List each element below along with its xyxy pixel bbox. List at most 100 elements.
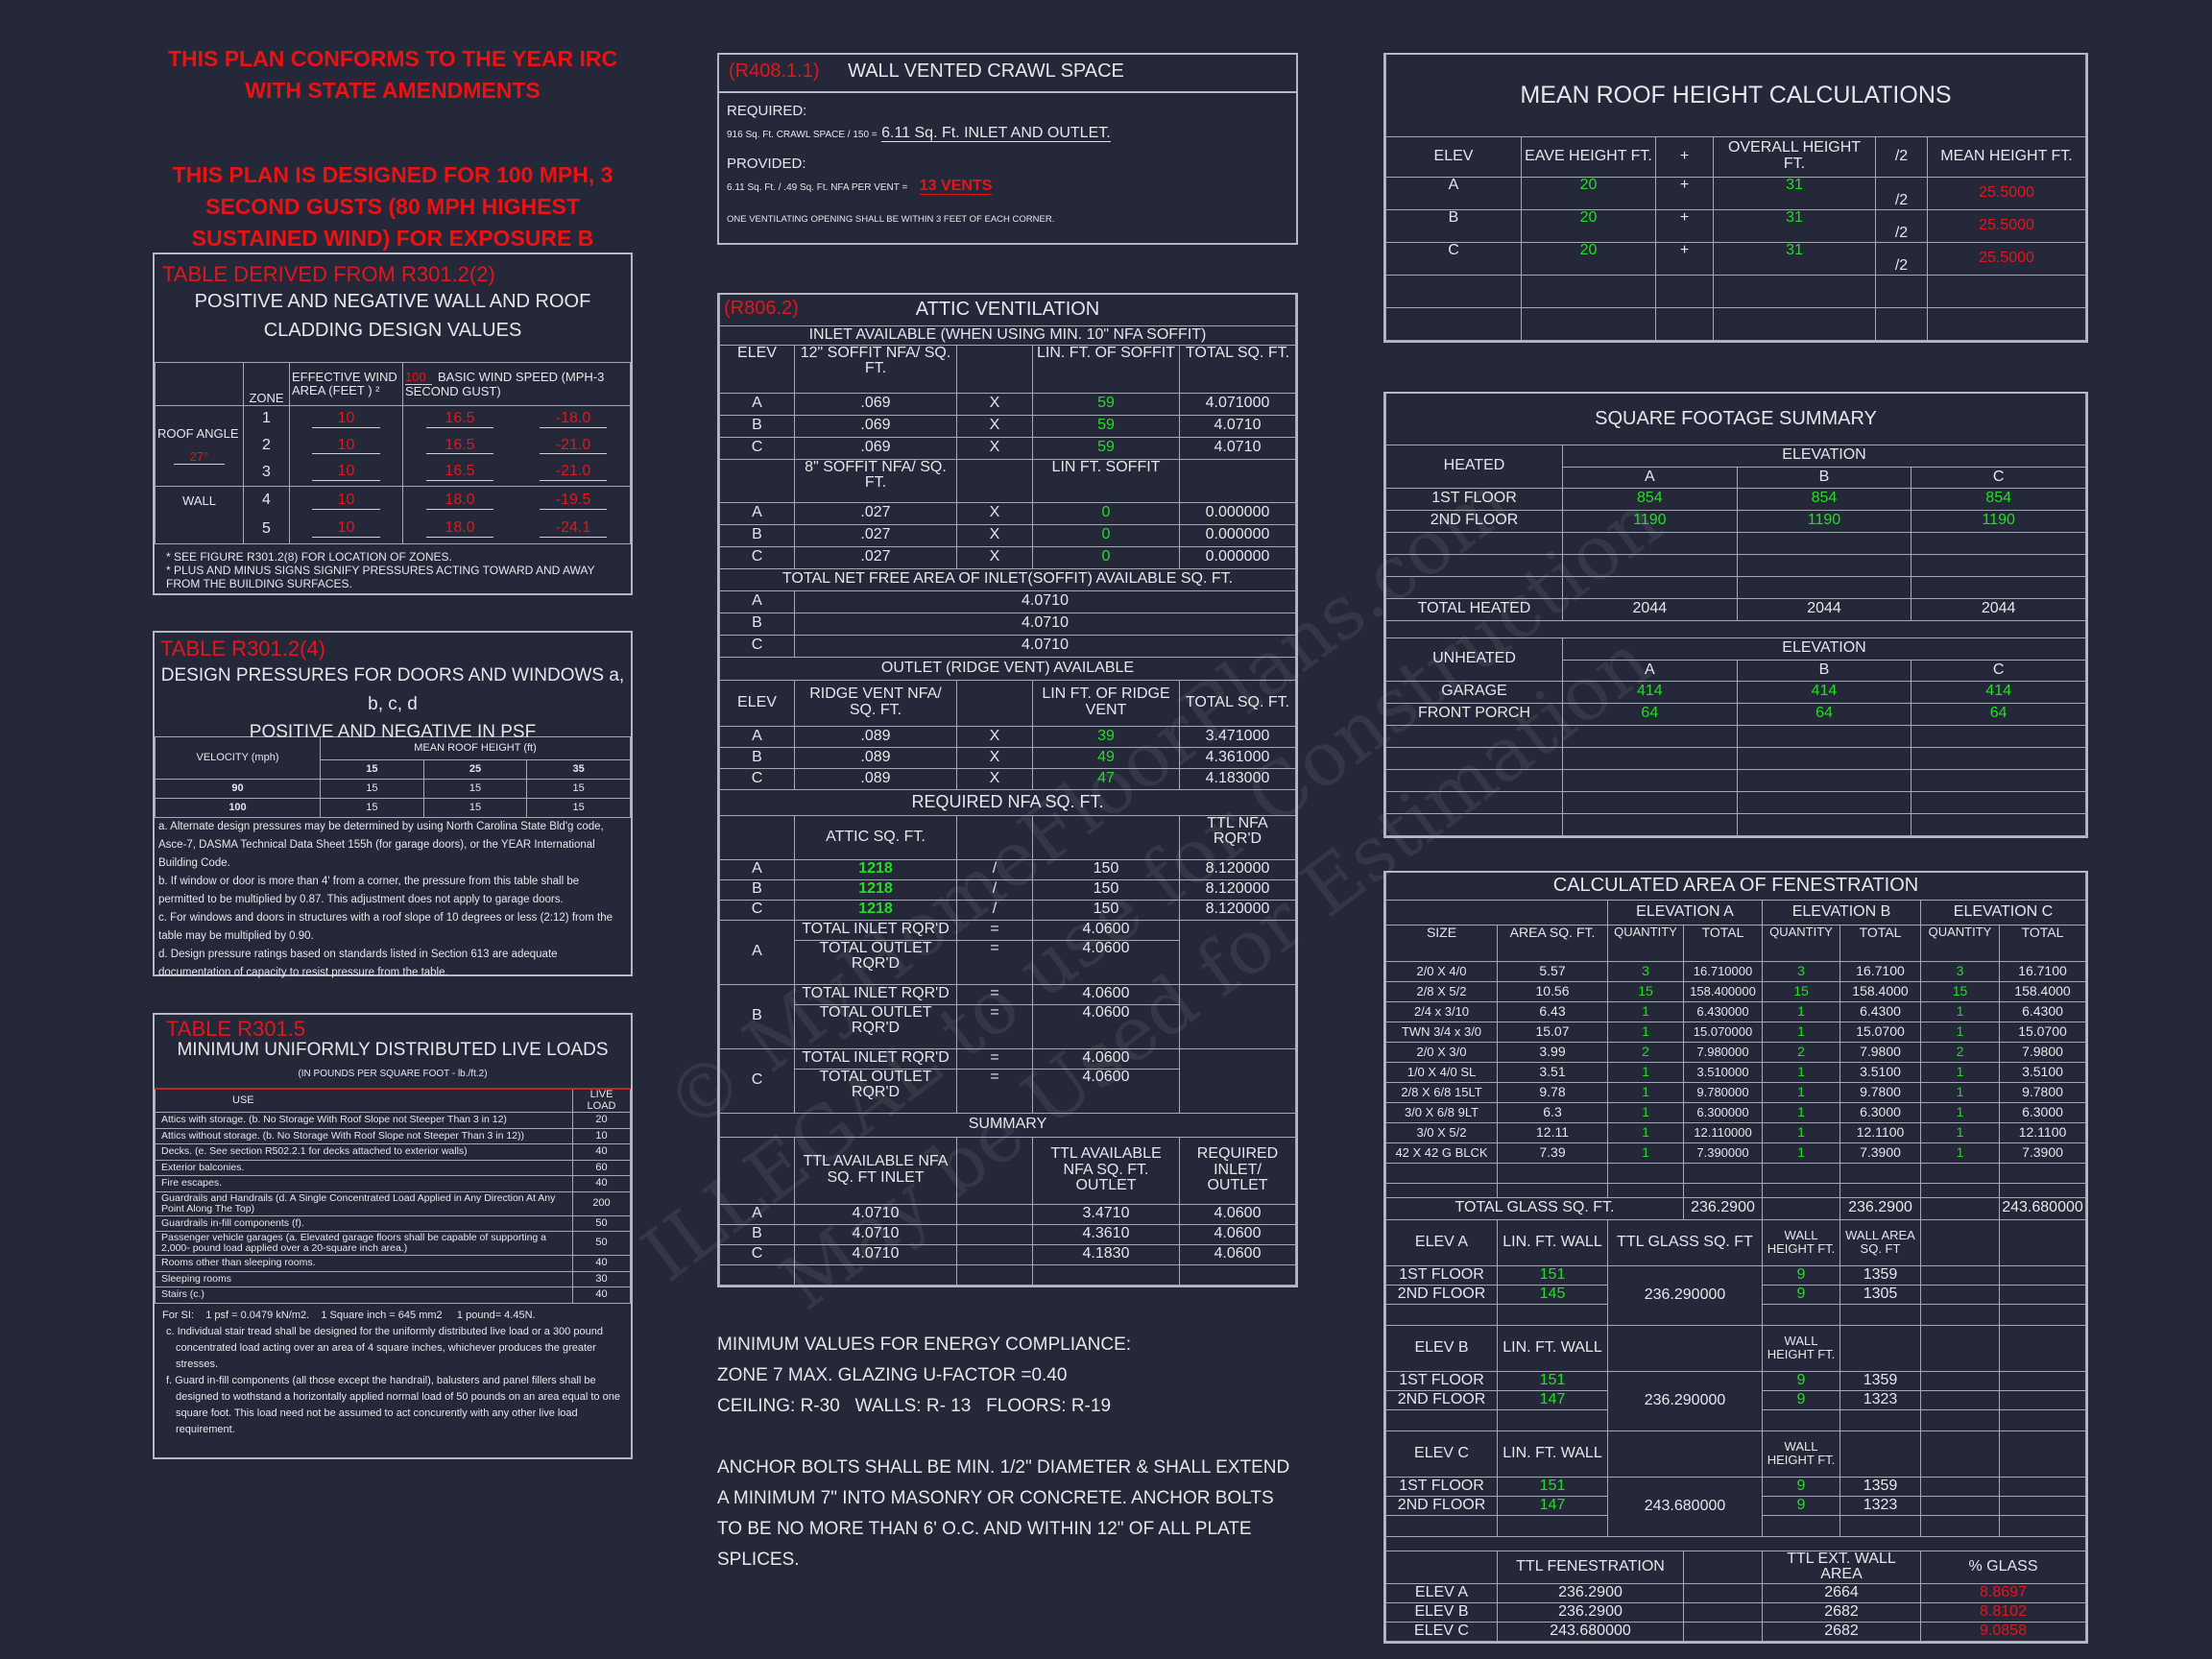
- table-row: 42 X 42 G BLCK 7.39 1 7.390000 1 7.3900 …: [1385, 1142, 2086, 1164]
- zone: 1: [243, 405, 290, 433]
- outlet-required: 4.0600: [1032, 939, 1180, 985]
- table-row: 3/0 X 6/8 9LT 6.3 1 6.300000 1 6.3000 1 …: [1385, 1101, 2086, 1123]
- table-row: Attics with storage. (b. No Storage With…: [155, 1112, 631, 1129]
- outlet-available: 4.3610: [1032, 1223, 1180, 1245]
- energy-compliance-notes: MINIMUM VALUES FOR ENERGY COMPLIANCE: ZO…: [717, 1330, 1303, 1575]
- inlet-required: 4.0600: [1032, 1047, 1180, 1070]
- area: 10: [312, 437, 380, 455]
- lin-ft: 0: [1032, 523, 1180, 547]
- operator: X: [956, 725, 1033, 748]
- table-row: Guardrails in-fill components (f). 50: [155, 1214, 631, 1233]
- roof-angle-value: 27°: [173, 450, 226, 465]
- area: 9.78: [1497, 1081, 1608, 1103]
- lin-ft: 47: [1032, 767, 1180, 790]
- blank-cell: [155, 362, 244, 406]
- negative-pressure: -24.1: [539, 520, 608, 539]
- note: c. For windows and doors in structures w…: [158, 912, 613, 942]
- wall-area: 1323: [1839, 1495, 1921, 1516]
- plus: +: [1655, 208, 1714, 243]
- total-glass-label: TOTAL GLASS SQ. FT.: [1385, 1196, 1684, 1220]
- total-a: 9.780000: [1683, 1081, 1763, 1103]
- table-ref: TABLE R301.2(4): [160, 637, 326, 661]
- nfa: .069: [794, 392, 957, 416]
- sqft-a: 64: [1562, 702, 1738, 726]
- total-a: 15.070000: [1683, 1021, 1763, 1043]
- net-free-area: 4.0710: [794, 612, 1296, 636]
- mean-height: 25.5000: [1927, 176, 2086, 210]
- total-b: 9.7800: [1839, 1081, 1921, 1103]
- operator: X: [956, 523, 1033, 547]
- zone: 3: [243, 459, 290, 487]
- header-use: USE: [155, 1090, 573, 1114]
- total-b: 6.4300: [1839, 1000, 1921, 1022]
- header-live-load: LIVE LOAD: [572, 1090, 631, 1114]
- table-row: C 4.0710 4.1830 4.0600: [719, 1243, 1296, 1265]
- table-title: MEAN ROOF HEIGHT CALCULATIONS: [1385, 55, 2086, 137]
- header-area: AREA SQ. FT.: [1497, 924, 1608, 962]
- inlet-available: 4.0710: [794, 1223, 957, 1245]
- header-lin-ft-wall: LIN. FT. WALL: [1497, 1324, 1608, 1372]
- square-footage-table: SQUARE FOOTAGE SUMMARY HEATED ELEVATION A…: [1383, 392, 2088, 838]
- size: 2/8 X 6/8 15LT: [1385, 1081, 1498, 1103]
- elev: A: [719, 501, 795, 525]
- header-velocity: VELOCITY (mph): [155, 736, 321, 780]
- pressure: 15: [422, 798, 528, 818]
- elev: A: [1385, 176, 1522, 210]
- total-b: 158.4000: [1839, 980, 1921, 1002]
- quantity-b: 1: [1762, 1000, 1840, 1022]
- operator: X: [956, 392, 1033, 416]
- energy-line: MINIMUM VALUES FOR ENERGY COMPLIANCE:: [717, 1334, 1132, 1355]
- elev-label: ELEV A: [1385, 1218, 1498, 1266]
- live-load: 40: [572, 1143, 631, 1161]
- inlet-label: TOTAL INLET RQR'D: [794, 983, 957, 1005]
- wind-design-note: THIS PLAN IS DESIGNED FOR 100 MPH, 3 SEC…: [172, 162, 613, 251]
- elev: B: [719, 746, 795, 769]
- table-title: MINIMUM UNIFORMLY DISTRIBUTED LIVE LOADS: [177, 1040, 609, 1060]
- total-glass-a: 236.2900: [1683, 1196, 1763, 1220]
- operator: /: [956, 899, 1033, 921]
- table-subtitle: (IN POUNDS PER SQUARE FOOT - lb./ft.2): [298, 1069, 488, 1079]
- inlet-available: 4.0710: [794, 1203, 957, 1225]
- table-row: B .089 X 49 4.361000: [719, 746, 1296, 769]
- outlet-label: TOTAL OUTLET RQR'D: [794, 1003, 957, 1049]
- required-result: 6.11 Sq. Ft. INLET AND OUTLET.: [881, 125, 1111, 142]
- table-row: Rooms other than sleeping rooms. 40: [155, 1255, 631, 1272]
- ttl-nfa-required: 8.120000: [1179, 858, 1296, 880]
- table-row: C .027 X 0 0.000000: [719, 545, 1296, 569]
- header-8in-soffit: 8" SOFFIT NFA/ SQ. FT.: [794, 458, 957, 503]
- sqft-b: 414: [1736, 680, 1912, 704]
- pressure: 15: [526, 779, 631, 799]
- elevation-label: ELEVATION: [1562, 444, 2086, 468]
- total-a: 3.510000: [1683, 1061, 1763, 1083]
- elev: C: [719, 436, 795, 460]
- table-row: B .027 X 0 0.000000: [719, 523, 1296, 547]
- live-load: 40: [572, 1175, 631, 1192]
- overall-height: 31: [1713, 176, 1876, 210]
- elev: A: [719, 919, 795, 985]
- total-b: 6.3000: [1839, 1101, 1921, 1123]
- header-elev: ELEV: [719, 344, 795, 394]
- wall-area: 1359: [1839, 1264, 1921, 1286]
- elev: C: [719, 899, 795, 921]
- header-ttl-glass: [1607, 1324, 1763, 1372]
- pressure: 15: [422, 779, 528, 799]
- outlet-required: 4.0600: [1032, 1068, 1180, 1114]
- sqft-a: 414: [1562, 680, 1738, 704]
- required: 4.0600: [1179, 1203, 1296, 1225]
- total-a: 2044: [1562, 597, 1738, 621]
- required-group: C TOTAL INLET RQR'D = 4.0600 TOTAL OUTLE…: [719, 1047, 1296, 1114]
- total-a: 7.390000: [1683, 1142, 1763, 1164]
- table-row: 1ST FLOOR 854 854 854: [1385, 487, 2086, 511]
- operator: =: [956, 1003, 1033, 1049]
- elev: A: [719, 858, 795, 880]
- operator: =: [956, 919, 1033, 941]
- area: 10: [312, 520, 380, 539]
- area: 3.99: [1497, 1041, 1608, 1063]
- ttl-wall-area: 2682: [1762, 1602, 1921, 1623]
- operator: X: [956, 767, 1033, 790]
- ttl-fenestration: 236.2900: [1497, 1602, 1684, 1623]
- positive-pressure: 18.0: [425, 520, 494, 539]
- table-row: Passenger vehicle garages (a. Elevated g…: [155, 1231, 631, 1257]
- total-c: 16.7100: [1999, 960, 2086, 982]
- table-row: ELEV C 243.680000 2682 9.0858: [1385, 1622, 2086, 1643]
